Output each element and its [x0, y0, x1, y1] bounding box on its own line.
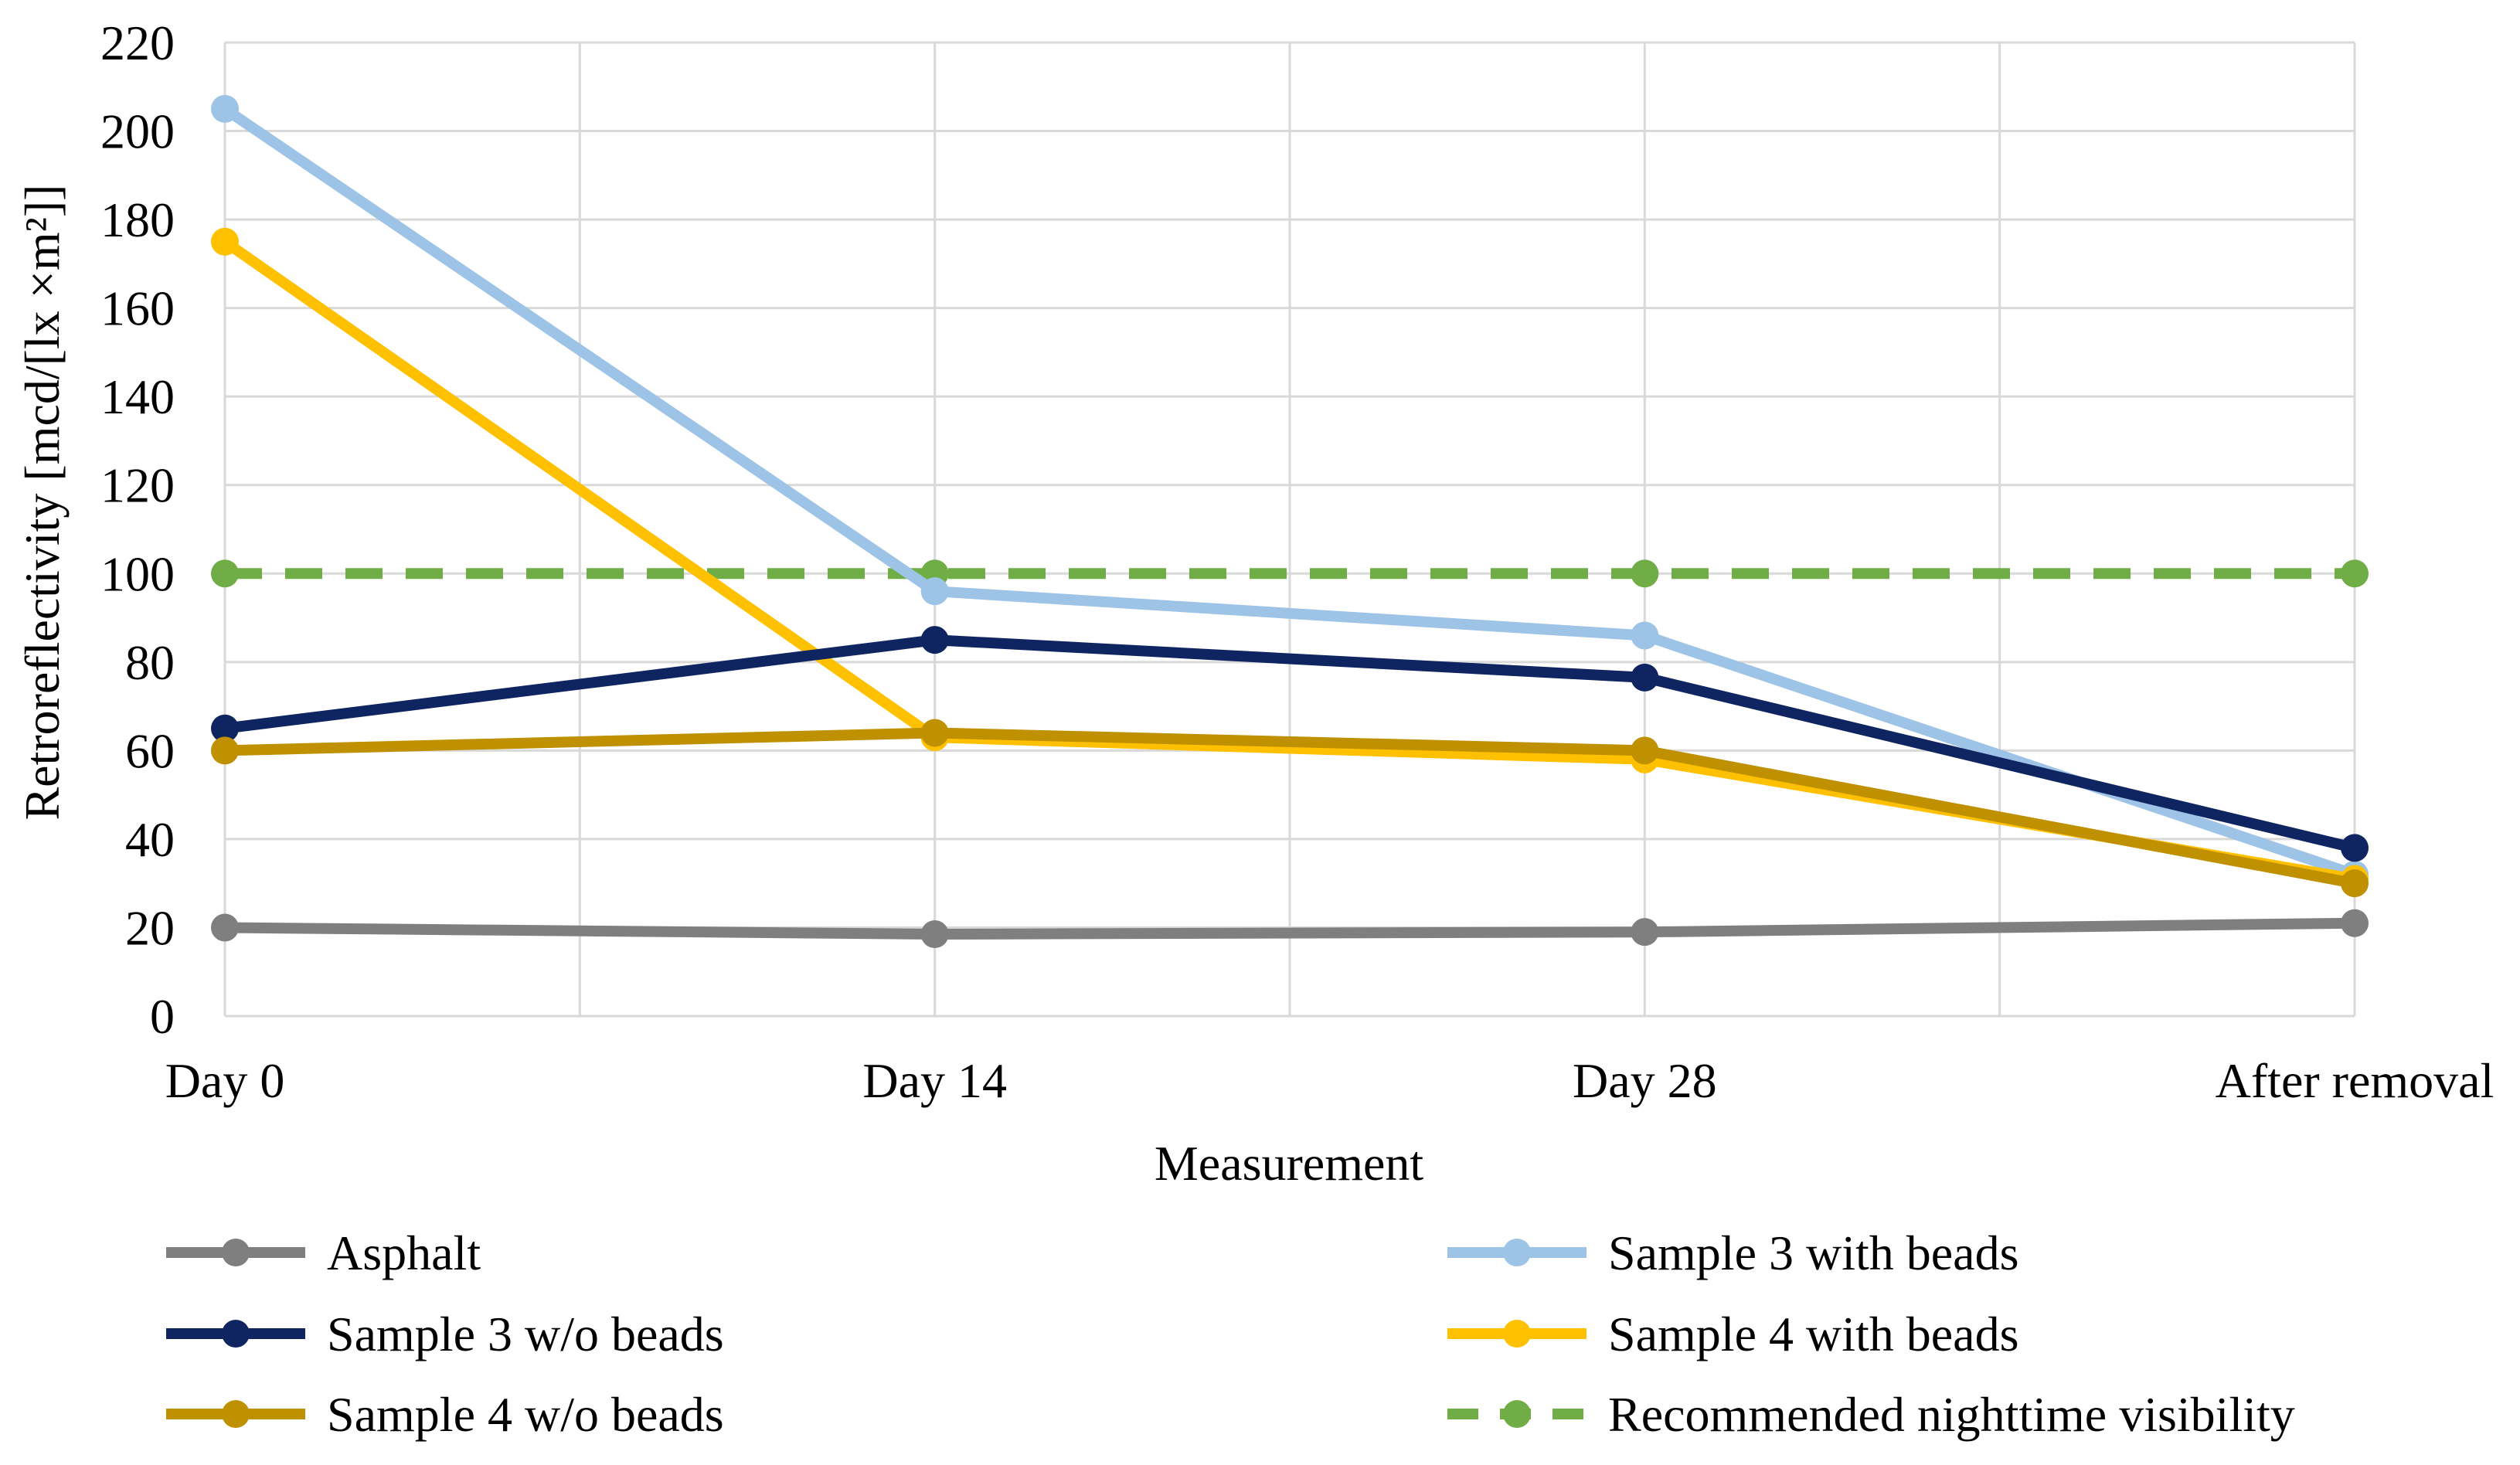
y-tick-label: 60 [125, 723, 175, 778]
data-point [211, 714, 239, 743]
data-point [1631, 621, 1659, 650]
x-tick-label: Day 28 [1573, 1053, 1717, 1108]
series-4 [211, 719, 2369, 898]
y-tick-label: 140 [100, 369, 175, 424]
legend: Asphalt Sample 3 with beads Sample 3 w/o b… [166, 1225, 2295, 1442]
series-line [219, 917, 2360, 940]
series-0 [211, 909, 2369, 949]
y-tick-label: 200 [100, 104, 175, 159]
legend-swatch-marker [222, 1320, 250, 1348]
legend-label: Recommended nighttime visibility [1608, 1387, 2295, 1442]
legend-swatch-marker [1503, 1239, 1531, 1266]
gridlines [225, 41, 2356, 1016]
series-line [219, 634, 2360, 854]
data-point [211, 913, 239, 942]
series-line [219, 103, 2360, 880]
data-point [211, 559, 239, 588]
y-tick-label: 20 [125, 900, 175, 955]
series-5 [211, 559, 2369, 588]
y-tick-label: 220 [100, 15, 175, 70]
data-point [920, 920, 949, 949]
x-tick-label: Day 14 [862, 1053, 1007, 1108]
y-tick-label: 100 [100, 546, 175, 601]
legend-entry: Sample 4 w/o beads [166, 1387, 724, 1442]
legend-entry: Sample 3 w/o beads [166, 1307, 724, 1361]
legend-entry: Sample 3 with beads [1447, 1225, 2018, 1280]
legend-swatch-marker [222, 1239, 250, 1266]
series-line [219, 727, 2360, 889]
axes: 0 20 40 60 80 100 120 140 160 180 200 220 Day 0 Day 1… [100, 15, 2494, 1108]
data-point [211, 94, 239, 123]
y-tick-label: 180 [100, 192, 175, 247]
data-point [1631, 559, 1659, 588]
data-point [1631, 736, 1659, 765]
legend-swatch-marker [222, 1400, 250, 1428]
legend-swatch-marker [1503, 1400, 1531, 1428]
legend-entry: Recommended nighttime visibility [1447, 1387, 2295, 1442]
data-point [2341, 559, 2369, 588]
data-point [1631, 918, 1659, 947]
y-tick-label: 80 [125, 635, 175, 690]
legend-label: Asphalt [327, 1225, 481, 1280]
y-tick-label: 0 [150, 989, 175, 1044]
data-point [920, 719, 949, 747]
y-axis-title: Retroreflectivity [mcd/[lx ×m²]] [15, 185, 70, 821]
series-lines [211, 94, 2369, 949]
data-point [2341, 909, 2369, 937]
legend-label: Sample 4 with beads [1608, 1307, 2018, 1361]
data-point [211, 227, 239, 256]
y-tick-label: 40 [125, 812, 175, 867]
legend-entry: Asphalt [166, 1225, 481, 1280]
data-point [2341, 869, 2369, 898]
x-axis-title: Measurement [1155, 1136, 1424, 1191]
legend-label: Sample 4 w/o beads [327, 1387, 724, 1442]
y-tick-label: 160 [100, 281, 175, 336]
data-point [2341, 834, 2369, 862]
legend-entry: Sample 4 with beads [1447, 1307, 2018, 1361]
legend-label: Sample 3 w/o beads [327, 1307, 724, 1361]
x-tick-label: After removal [2216, 1053, 2494, 1108]
y-tick-label: 120 [100, 458, 175, 513]
data-point [1631, 663, 1659, 692]
x-tick-label: Day 0 [165, 1053, 285, 1108]
data-point [920, 626, 949, 654]
data-point [211, 736, 239, 765]
series-2 [211, 626, 2369, 862]
legend-label: Sample 3 with beads [1608, 1225, 2018, 1280]
legend-swatch-marker [1503, 1320, 1531, 1348]
data-point [920, 577, 949, 606]
